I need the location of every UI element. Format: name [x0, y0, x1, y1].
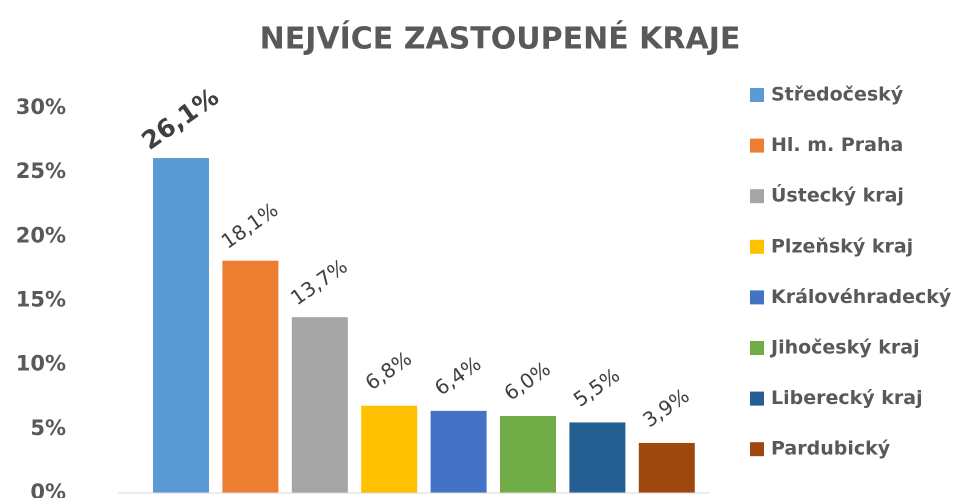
data-label: 6,0%: [499, 356, 554, 405]
bar: [638, 442, 695, 493]
bar: [500, 416, 556, 493]
y-tick-label: 25%: [16, 159, 66, 183]
data-label: 26,1%: [136, 82, 224, 156]
legend-label: Středočeský: [771, 84, 904, 106]
y-tick-label: 15%: [16, 288, 66, 312]
y-tick-label: 20%: [16, 223, 66, 247]
legend-swatch: [750, 88, 764, 102]
bar: [153, 158, 209, 494]
legend-swatch: [750, 442, 764, 457]
legend-swatch: [750, 391, 764, 406]
legend-label: Hl. m. Praha: [771, 134, 903, 156]
legend-label: Pardubický: [771, 438, 891, 460]
legend-swatch: [750, 239, 764, 254]
data-label: 6,8%: [361, 346, 416, 395]
data-label: 13,7%: [286, 254, 352, 310]
bar: [430, 410, 487, 493]
legend-label: Plzeňský kraj: [771, 235, 913, 257]
bar: [291, 317, 348, 493]
data-label: 5,5%: [569, 363, 624, 412]
bar: [222, 260, 279, 493]
data-label: 18,1%: [217, 197, 283, 253]
y-tick-label: 10%: [16, 352, 66, 376]
bar: [569, 422, 626, 493]
legend-swatch: [750, 138, 764, 153]
data-label: 6,4%: [430, 351, 485, 400]
legend-swatch: [750, 290, 764, 305]
data-label: 3,9%: [638, 383, 693, 432]
chart-title: NEJVÍCE ZASTOUPENÉ KRAJE: [260, 21, 741, 57]
legend-label: Jihočeský kraj: [769, 337, 920, 359]
bar: [361, 405, 418, 493]
legend-swatch: [750, 341, 764, 355]
y-tick-label: 0%: [30, 480, 66, 498]
legend-swatch: [750, 189, 764, 204]
y-tick-label: 30%: [16, 95, 66, 119]
legend-label: Královéhradecký: [771, 286, 952, 308]
y-tick-label: 5%: [30, 416, 66, 440]
legend-label: Liberecký kraj: [771, 387, 923, 409]
legend-label: Ústecký kraj: [771, 183, 904, 207]
